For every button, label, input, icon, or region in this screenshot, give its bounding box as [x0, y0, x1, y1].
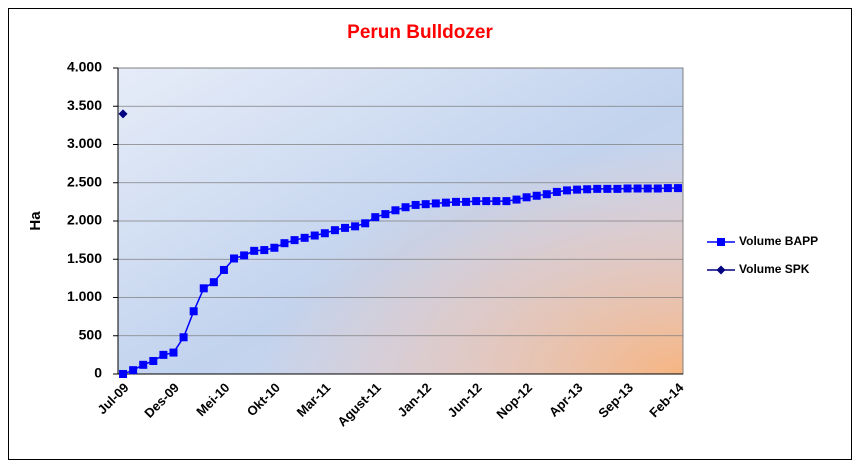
data-point: [169, 348, 178, 357]
data-point: [341, 223, 350, 232]
data-point: [129, 366, 138, 375]
y-tick-label: 1.000: [67, 288, 102, 304]
data-point: [300, 233, 309, 242]
data-point: [522, 193, 531, 202]
data-point: [149, 356, 158, 365]
data-point: [673, 184, 682, 193]
legend-marker: [717, 238, 725, 246]
data-point: [179, 333, 188, 342]
data-point: [250, 246, 259, 255]
y-tick-label: 1.500: [67, 250, 102, 266]
data-point: [159, 350, 168, 359]
data-point: [603, 184, 612, 193]
y-tick-label: 2.500: [67, 173, 102, 189]
data-point: [199, 284, 208, 293]
data-point: [219, 265, 228, 274]
data-point: [118, 109, 128, 119]
data-point: [573, 185, 582, 194]
data-point: [532, 191, 541, 200]
data-point: [653, 184, 662, 193]
data-point: [552, 187, 561, 196]
data-point: [583, 185, 592, 194]
data-point: [643, 184, 652, 193]
legend-label: Volume BAPP: [739, 234, 818, 248]
data-point: [502, 197, 511, 206]
legend-marker: [716, 265, 726, 275]
data-point: [351, 222, 360, 231]
data-point: [562, 186, 571, 195]
y-tick-label: 4.000: [67, 59, 102, 75]
data-point: [189, 307, 198, 316]
data-point: [381, 210, 390, 219]
y-tick-label: 0: [94, 365, 102, 381]
data-point: [230, 254, 239, 263]
chart-title: Perun Bulldozer: [347, 22, 493, 43]
data-point: [260, 246, 269, 255]
y-tick-label: 3.500: [67, 97, 102, 113]
y-axis-label: Ha: [27, 211, 44, 231]
data-point: [663, 184, 672, 193]
data-point: [119, 370, 128, 378]
y-tick-label: 500: [79, 326, 103, 342]
data-point: [482, 197, 491, 206]
data-point: [290, 236, 299, 245]
data-point: [320, 229, 329, 238]
data-point: [431, 199, 440, 208]
legend-label: Volume SPK: [739, 262, 810, 276]
data-point: [421, 200, 430, 209]
data-point: [613, 184, 622, 193]
data-point: [310, 231, 319, 240]
data-point: [492, 197, 501, 206]
data-point: [441, 198, 450, 207]
data-point: [240, 251, 249, 260]
data-point: [623, 184, 632, 193]
data-point: [209, 278, 218, 287]
data-point: [401, 203, 410, 212]
data-point: [139, 360, 148, 369]
data-point: [330, 226, 339, 235]
data-point: [391, 206, 400, 215]
data-point: [472, 197, 481, 206]
data-point: [270, 243, 279, 252]
y-tick-label: 2.000: [67, 212, 102, 228]
data-point: [451, 197, 460, 206]
data-point: [361, 219, 370, 228]
data-point: [280, 239, 289, 248]
data-point: [633, 184, 642, 193]
data-point: [542, 190, 551, 199]
data-point: [462, 197, 471, 206]
data-point: [512, 195, 521, 204]
data-point: [371, 213, 380, 222]
data-point: [593, 184, 602, 193]
data-point: [411, 200, 420, 209]
y-tick-label: 3.000: [67, 135, 102, 151]
